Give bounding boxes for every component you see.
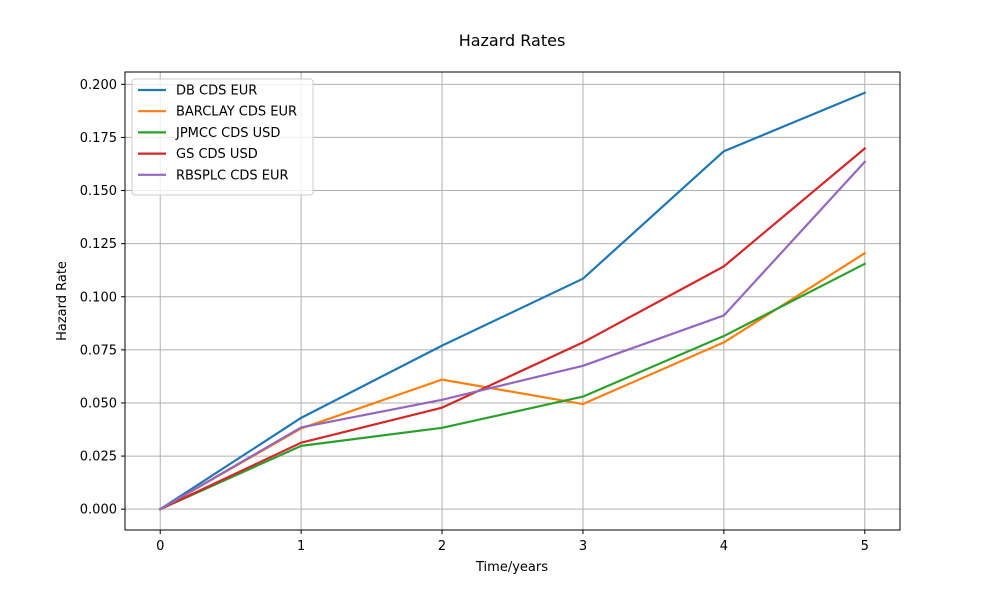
series-lines [158,91,867,511]
legend-label: RBSPLC CDS EUR [176,168,289,183]
y-tick-label: 0.175 [80,131,117,146]
axis-ticks: 0 1 2 3 4 5 0.000 0.025 0.050 0.075 0.100 0.125 0.15… [80,78,869,554]
legend-label: JPMCC CDS USD [175,126,280,141]
y-tick-label: 0.200 [80,78,117,93]
series-line-1 [158,91,867,511]
y-tick-label: 0.000 [80,503,117,518]
y-tick-label: 0.100 [80,290,117,305]
legend-label: BARCLAY CDS EUR [176,105,297,120]
series-line-4 [158,146,867,511]
x-tick-label: 5 [861,539,869,554]
series-line-5 [158,160,867,511]
legend-box [131,78,314,196]
legend-label: DB CDS EUR [176,84,257,99]
y-axis-label: Hazard Rate [55,261,70,341]
series-line-2 [158,251,867,511]
y-tick-label: 0.050 [80,396,117,411]
chart-title: Hazard Rates [459,31,566,50]
x-tick-label: 3 [579,539,587,554]
x-tick-label: 1 [297,539,305,554]
x-axis-label: Time/years [475,560,548,575]
legend: DB CDS EUR BARCLAY CDS EUR JPMCC CDS USD GS… [131,78,314,196]
x-tick-label: 0 [156,539,164,554]
y-tick-label: 0.150 [80,184,117,199]
x-tick-label: 4 [720,539,728,554]
x-tick-label: 2 [438,539,446,554]
plot-area-frame [124,71,901,531]
series-line-3 [158,262,867,511]
y-tick-label: 0.025 [80,450,117,465]
legend-label: GS CDS USD [176,147,258,162]
y-tick-label: 0.125 [80,237,117,252]
y-tick-label: 0.075 [80,343,117,358]
